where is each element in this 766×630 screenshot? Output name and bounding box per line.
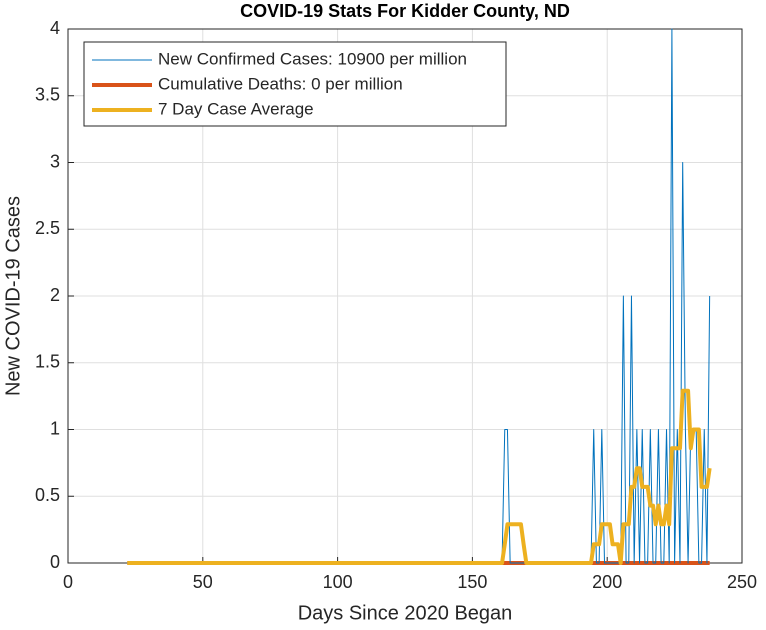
y-tick-label: 3.5 — [35, 85, 60, 105]
x-tick-label: 200 — [592, 572, 622, 592]
y-tick-label: 3 — [50, 151, 60, 171]
series-line — [127, 388, 712, 565]
legend-label: New Confirmed Cases: 10900 per million — [158, 49, 467, 68]
legend-label: 7 Day Case Average — [158, 99, 314, 118]
y-axis-label: New COVID-19 Cases — [2, 196, 24, 396]
x-tick-label: 150 — [457, 572, 487, 592]
y-tick-label: 0 — [50, 552, 60, 572]
x-tick-label: 100 — [323, 572, 353, 592]
legend-box — [83, 41, 507, 127]
x-tick-label: 0 — [63, 572, 73, 592]
y-tick-label: 2 — [50, 285, 60, 305]
y-tick-label: 0.5 — [35, 485, 60, 505]
y-tick-label: 1.5 — [35, 352, 60, 372]
legend-label: Cumulative Deaths: 0 per million — [158, 74, 403, 93]
x-tick-label: 50 — [193, 572, 213, 592]
x-axis-label: Days Since 2020 Began — [298, 602, 513, 624]
y-tick-label: 4 — [50, 18, 60, 38]
y-tick-label: 1 — [50, 418, 60, 438]
y-tick-label: 2.5 — [35, 218, 60, 238]
x-tick-label: 250 — [727, 572, 757, 592]
chart-title: COVID-19 Stats For Kidder County, ND — [240, 1, 570, 21]
